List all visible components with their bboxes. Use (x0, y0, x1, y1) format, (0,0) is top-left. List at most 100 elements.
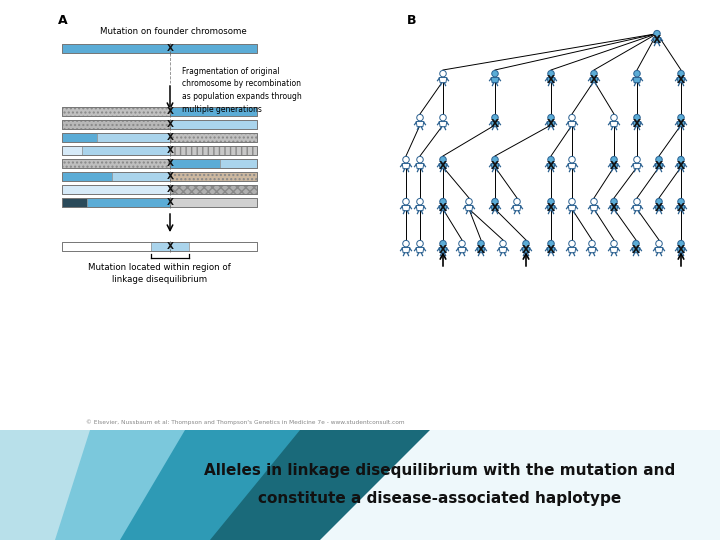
Text: X: X (166, 242, 174, 251)
Polygon shape (491, 206, 499, 211)
Circle shape (656, 240, 662, 247)
Circle shape (656, 198, 662, 205)
Polygon shape (513, 206, 521, 211)
Circle shape (417, 198, 423, 205)
Polygon shape (0, 430, 185, 540)
Text: X: X (166, 120, 174, 129)
Circle shape (678, 157, 684, 163)
Circle shape (492, 198, 498, 205)
Bar (62, 133, 257, 142)
Circle shape (611, 114, 617, 121)
Circle shape (589, 240, 595, 247)
Text: X: X (439, 161, 447, 171)
Text: X: X (439, 203, 447, 213)
Polygon shape (588, 247, 596, 253)
Circle shape (678, 198, 684, 205)
Circle shape (590, 70, 598, 77)
Bar (170, 172, 257, 181)
Circle shape (611, 157, 617, 163)
Bar (87, 198, 170, 207)
Polygon shape (402, 164, 410, 168)
Polygon shape (416, 122, 424, 127)
Polygon shape (677, 206, 685, 211)
Polygon shape (402, 206, 410, 211)
Bar (62, 185, 170, 194)
Circle shape (548, 114, 554, 121)
Bar (112, 172, 170, 181)
Text: X: X (166, 107, 174, 116)
Circle shape (656, 157, 662, 163)
Circle shape (569, 157, 575, 163)
Polygon shape (547, 247, 555, 253)
Text: constitute a disease-associated haplotype: constitute a disease-associated haplotyp… (258, 490, 621, 505)
Circle shape (402, 240, 409, 247)
Text: X: X (632, 245, 640, 255)
Text: X: X (547, 119, 555, 129)
Polygon shape (655, 164, 663, 168)
Circle shape (678, 240, 684, 247)
Text: Mutation on founder chromosome: Mutation on founder chromosome (100, 27, 247, 36)
Circle shape (440, 70, 446, 77)
Polygon shape (491, 122, 499, 127)
Circle shape (654, 30, 660, 37)
Bar (62, 159, 170, 168)
Polygon shape (402, 247, 410, 253)
Circle shape (548, 157, 554, 163)
Circle shape (402, 198, 409, 205)
Polygon shape (633, 78, 641, 83)
Polygon shape (477, 247, 485, 253)
Text: X: X (633, 119, 641, 129)
Circle shape (678, 70, 684, 77)
Polygon shape (610, 206, 618, 211)
Polygon shape (439, 247, 447, 253)
Bar (170, 185, 257, 194)
Polygon shape (653, 38, 661, 43)
Bar (62, 159, 257, 168)
Text: X: X (610, 161, 618, 171)
Text: X: X (166, 133, 174, 142)
Polygon shape (439, 164, 447, 168)
Bar (0, 430, 720, 540)
Bar (151, 242, 189, 251)
Circle shape (548, 70, 554, 77)
Circle shape (569, 114, 575, 121)
Polygon shape (0, 430, 300, 540)
Bar (170, 159, 220, 168)
Polygon shape (416, 206, 424, 211)
Polygon shape (568, 206, 576, 211)
Text: X: X (491, 119, 499, 129)
Text: X: X (477, 245, 485, 255)
Bar (62, 133, 97, 142)
Polygon shape (491, 78, 499, 83)
Polygon shape (677, 164, 685, 168)
Text: X: X (655, 203, 663, 213)
Text: X: X (677, 75, 685, 85)
Text: X: X (677, 161, 685, 171)
Polygon shape (465, 206, 473, 211)
Bar (170, 133, 257, 142)
Polygon shape (499, 247, 507, 253)
Circle shape (634, 114, 640, 121)
Bar (62, 198, 257, 207)
Bar (62, 146, 257, 155)
Circle shape (523, 240, 529, 247)
Polygon shape (590, 206, 598, 211)
Polygon shape (632, 247, 640, 253)
Bar (62, 120, 170, 129)
Text: X: X (166, 172, 174, 181)
Bar (189, 242, 257, 251)
Polygon shape (491, 164, 499, 168)
Text: X: X (491, 203, 499, 213)
Polygon shape (655, 247, 663, 253)
Bar (62, 107, 257, 116)
Text: X: X (677, 203, 685, 213)
Bar (62, 107, 170, 116)
Circle shape (440, 240, 446, 247)
Polygon shape (677, 122, 685, 127)
Bar (170, 198, 257, 207)
Polygon shape (610, 164, 618, 168)
Circle shape (440, 198, 446, 205)
Circle shape (492, 70, 498, 77)
Text: X: X (677, 245, 685, 255)
Polygon shape (547, 206, 555, 211)
